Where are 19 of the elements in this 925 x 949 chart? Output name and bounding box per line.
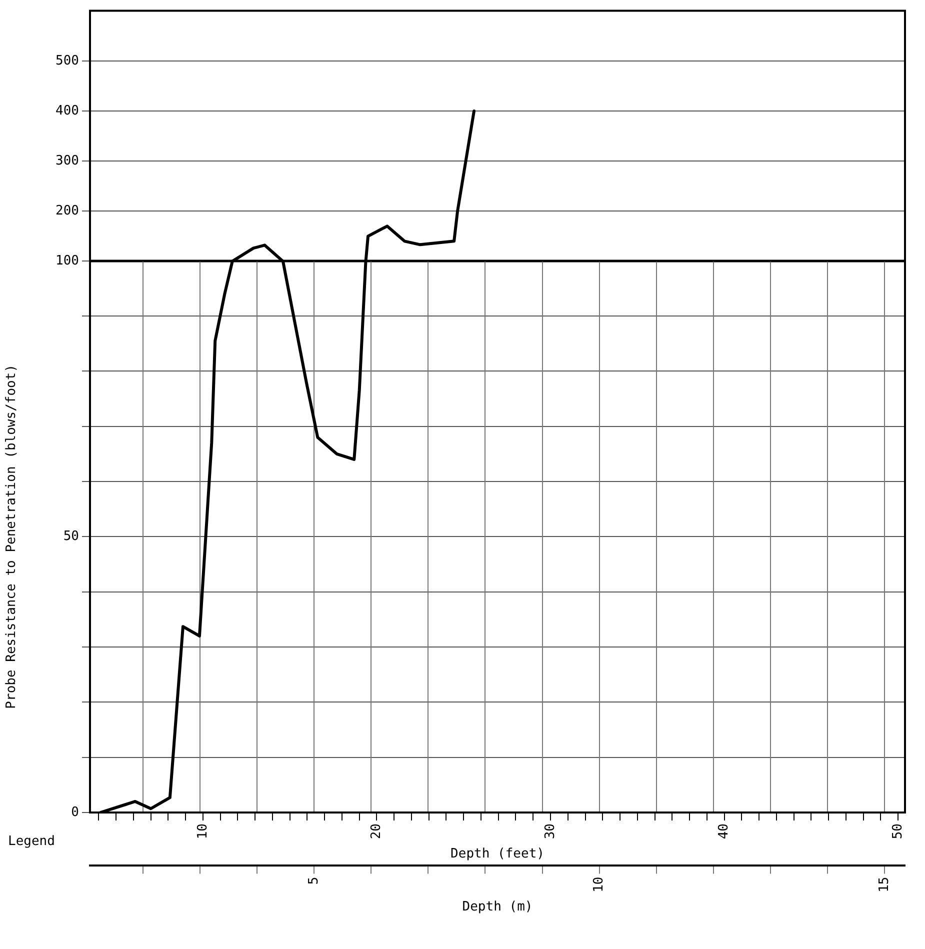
y-axis-title: Probe Resistance to Penetration (blows/foot)	[4, 364, 20, 709]
x-tick-label: 40	[716, 823, 732, 840]
y-tick-label: 400	[56, 103, 79, 118]
x-tick-label: 10	[195, 823, 210, 840]
y-tick-label: 100	[56, 254, 79, 269]
y-tick-label: 50	[63, 529, 79, 544]
x-tick-label: 50	[890, 823, 906, 840]
x-tick-label: 20	[369, 823, 384, 840]
x2-tick-label: 5	[306, 876, 322, 885]
x2-tick-label: 10	[592, 876, 607, 892]
y-tick-label: 0	[71, 804, 79, 820]
x-axis-title: Depth (feet)	[450, 846, 544, 862]
text: Legend	[8, 834, 55, 850]
x2-tick-label: 15	[876, 876, 892, 892]
y-tick-label: 500	[56, 53, 79, 68]
y-tick-label: 300	[56, 153, 79, 168]
x2-axis-title: Depth (m)	[462, 900, 533, 915]
y-tick-label: 200	[56, 203, 79, 218]
x-tick-label: 30	[542, 823, 558, 840]
